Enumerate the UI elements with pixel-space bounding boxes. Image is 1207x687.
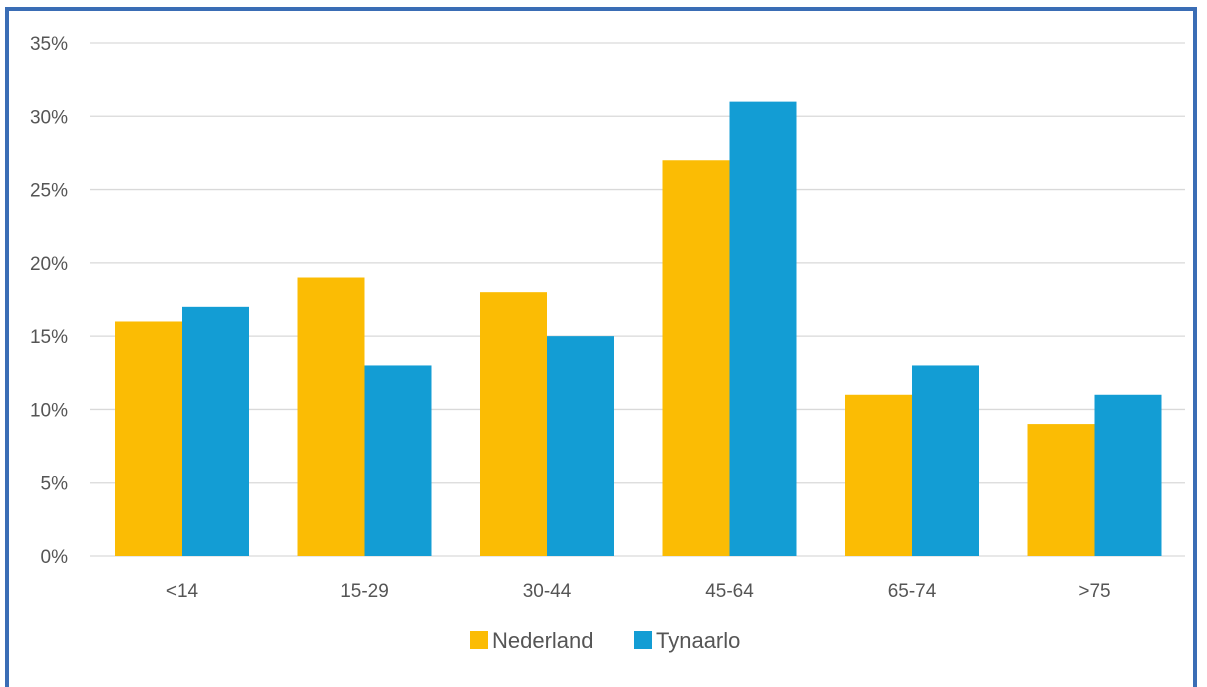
bar-tynaarlo-3 <box>729 101 797 556</box>
y-tick-label: 35% <box>30 34 68 55</box>
y-tick-label: 15% <box>30 327 68 348</box>
bar-nederland-0 <box>115 321 182 556</box>
legend-label-nederland: Nederland <box>492 628 594 653</box>
bar-nederland-5 <box>1027 424 1095 556</box>
bar-nederland-3 <box>662 160 730 556</box>
legend-swatch-nederland <box>470 631 488 649</box>
x-tick-label: 30-44 <box>523 581 572 602</box>
bar-tynaarlo-1 <box>364 365 432 556</box>
bar-nederland-1 <box>297 277 365 556</box>
bar-tynaarlo-0 <box>182 306 249 556</box>
y-axis-tick-labels: 0% 5% 10% 15% 20% 25% 30% 35% <box>30 34 68 568</box>
x-axis-tick-labels: <14 15-29 30-44 45-64 65-74 >75 <box>166 581 1111 602</box>
bar-tynaarlo-5 <box>1094 394 1162 556</box>
x-tick-label: >75 <box>1078 581 1110 602</box>
bar-nederland-4 <box>845 394 912 556</box>
x-tick-label: 15-29 <box>340 581 389 602</box>
y-tick-label: 20% <box>30 254 68 275</box>
y-tick-label: 30% <box>30 107 68 128</box>
bars <box>115 101 1162 556</box>
bar-nederland-2 <box>480 292 547 556</box>
legend: Nederland Tynaarlo <box>470 628 740 653</box>
bar-tynaarlo-2 <box>547 336 614 556</box>
y-tick-label: 25% <box>30 181 68 202</box>
y-tick-label: 0% <box>41 547 69 568</box>
x-tick-label: 65-74 <box>888 581 937 602</box>
legend-label-tynaarlo: Tynaarlo <box>656 628 740 653</box>
x-tick-label: <14 <box>166 581 199 602</box>
y-tick-label: 5% <box>41 474 69 495</box>
gridlines <box>90 42 1185 557</box>
bar-tynaarlo-4 <box>912 365 979 556</box>
y-tick-label: 10% <box>30 400 68 421</box>
x-tick-label: 45-64 <box>705 581 754 602</box>
legend-swatch-tynaarlo <box>634 631 652 649</box>
